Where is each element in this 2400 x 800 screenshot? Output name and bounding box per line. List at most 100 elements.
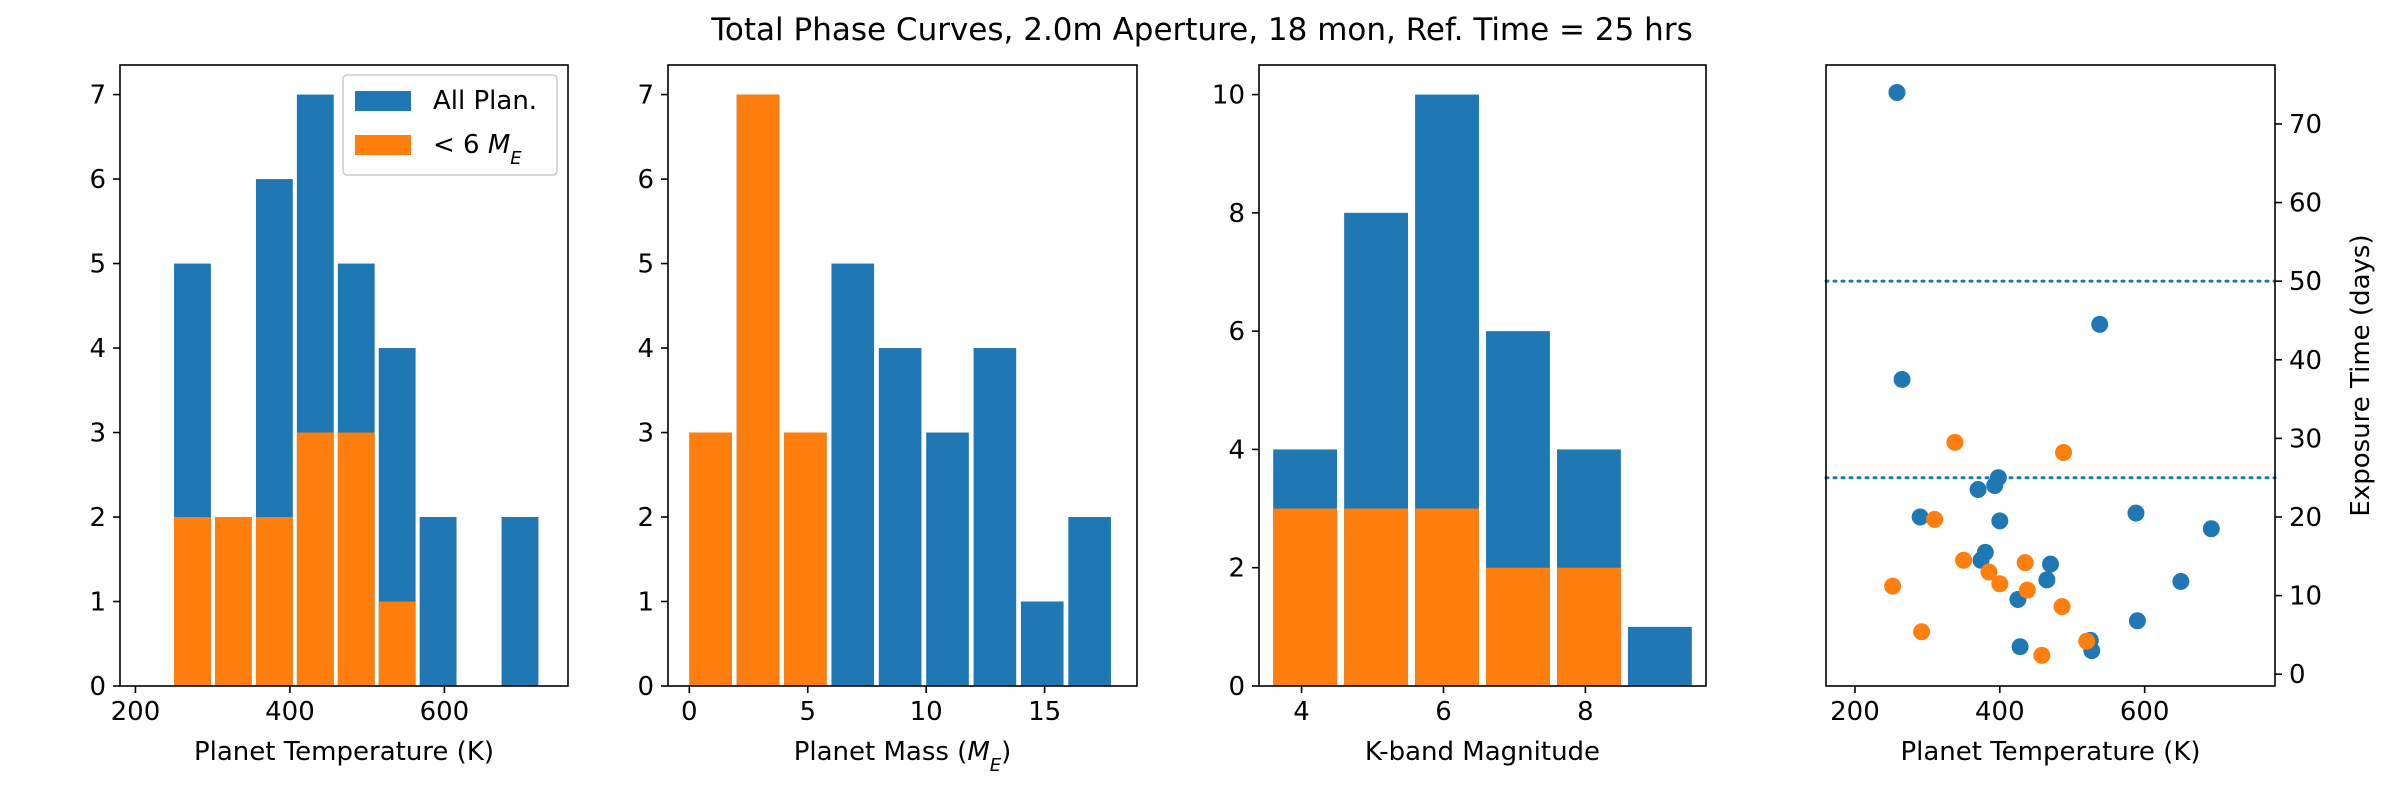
point-all-6 [1989,469,2007,487]
bar-small-4 [337,432,375,686]
bar-all-6 [973,348,1017,686]
y-tick-label: 0 [637,672,654,702]
plot-frame [1258,64,1707,687]
point-small-1 [1913,623,1931,641]
legend-swatch [355,135,411,155]
y-tick-label: 40 [2289,346,2322,376]
point-all-1 [1893,370,1911,388]
figure-title: Total Phase Curves, 2.0m Aperture, 18 mo… [710,12,1692,48]
bar-all-8 [501,517,539,686]
x-tick-label: 0 [681,697,698,727]
point-all-19 [2202,520,2220,538]
point-all-10 [2042,555,2059,573]
point-small-0 [1884,577,1902,595]
y-tick-label: 7 [89,81,106,111]
panel-temp-hist: 200 400 600 0 1 2 3 4 5 6 7 Planet Temperature (K) A… [89,64,569,767]
x-tick-label: 4 [1293,697,1310,727]
y-tick-label: 4 [637,334,654,364]
x-tick-label: 600 [420,697,470,727]
y-tick-label: 2 [89,503,106,533]
y-tick-label: 6 [89,165,106,195]
bar-all-5 [926,432,969,686]
bar-all-5 [1627,626,1692,686]
y-tick-label: 10 [2289,582,2322,612]
point-small-10 [2053,598,2071,616]
y-tick-label: 0 [89,672,106,702]
x-tick-label: 15 [1028,697,1061,727]
point-small-12 [2033,646,2051,664]
y-tick-label: 6 [1228,317,1245,347]
y-tick-label: 10 [1212,81,1245,111]
y-tick-label: 6 [637,165,654,195]
point-all-3 [1911,508,1929,526]
y-tick-label: 1 [89,588,106,618]
point-small-4 [1955,551,1973,569]
y-tick-label: 8 [1228,199,1245,229]
plot-frame [119,64,569,687]
y-tick-label: 0 [2289,660,2306,690]
y-tick-label: 60 [2289,189,2322,219]
bar-small-3 [296,432,334,686]
bar-all-7 [1020,601,1064,686]
bar-small-3 [1486,567,1550,686]
y-tick-label: 1 [637,588,654,618]
legend-label: < 6 ME [433,130,522,169]
bar-all-8 [1068,517,1111,686]
point-small-9 [2055,444,2073,462]
y-tick-label: 7 [637,81,654,111]
point-all-17 [2128,612,2146,630]
y-tick-label: 20 [2289,503,2322,533]
y-tick-label: 3 [89,419,106,449]
x-tick-label: 600 [2120,697,2170,727]
y-tick-label: 3 [637,419,654,449]
point-small-7 [2016,554,2034,572]
bar-small-0 [689,432,732,686]
point-small-2 [1926,510,1944,528]
point-small-3 [1946,433,1964,451]
point-all-11 [2038,571,2056,589]
plot-frame [667,64,1138,687]
bar-small-2 [255,517,293,686]
panel-exposure-scatter: 200 400 600 0 10 20 30 40 50 60 70 Planet Temperatu… [1824,64,2376,767]
x-axis-label: K-band Magnitude [1365,737,1600,767]
point-all-18 [2172,572,2190,590]
y-axis-label: Exposure Time (days) [2346,234,2376,516]
y-tick-label: 70 [2289,110,2322,140]
bar-small-0 [1273,508,1338,686]
bar-all-4 [878,348,922,686]
point-all-2 [2091,315,2109,333]
x-tick-label: 5 [799,697,816,727]
y-tick-label: 2 [1228,554,1245,584]
point-all-7 [1991,512,2009,530]
point-small-8 [2018,581,2036,599]
legend-swatch [355,91,411,111]
y-tick-label: 4 [89,334,106,364]
bar-all-6 [419,517,457,686]
bar-all-3 [831,263,875,686]
x-tick-label: 200 [1830,697,1880,727]
point-small-11 [2078,632,2096,650]
x-axis-label: Planet Mass (ME) [794,737,1012,776]
x-tick-label: 10 [910,697,943,727]
panel-mass-hist: 0 5 10 15 0 1 2 3 4 5 6 7 Planet Mass (ME) [637,64,1138,776]
bar-small-2 [784,432,827,686]
bar-small-4 [1557,567,1621,686]
bar-small-0 [174,517,211,686]
y-tick-label: 5 [89,250,106,280]
point-small-5 [1980,563,1998,581]
y-tick-label: 50 [2289,267,2322,297]
panel-kmag-hist: 4 6 8 0 2 4 6 8 10 K-band Magnitude [1212,64,1707,767]
bar-small-1 [215,517,252,686]
x-tick-label: 8 [1577,697,1594,727]
bar-small-2 [1415,508,1479,686]
legend-label: All Plan. [433,86,537,116]
x-tick-label: 6 [1435,697,1452,727]
point-all-13 [2011,638,2029,656]
y-tick-label: 0 [1228,672,1245,702]
x-tick-label: 400 [265,697,315,727]
y-tick-label: 30 [2289,424,2322,454]
y-tick-label: 2 [637,503,654,533]
x-tick-label: 200 [111,697,161,727]
